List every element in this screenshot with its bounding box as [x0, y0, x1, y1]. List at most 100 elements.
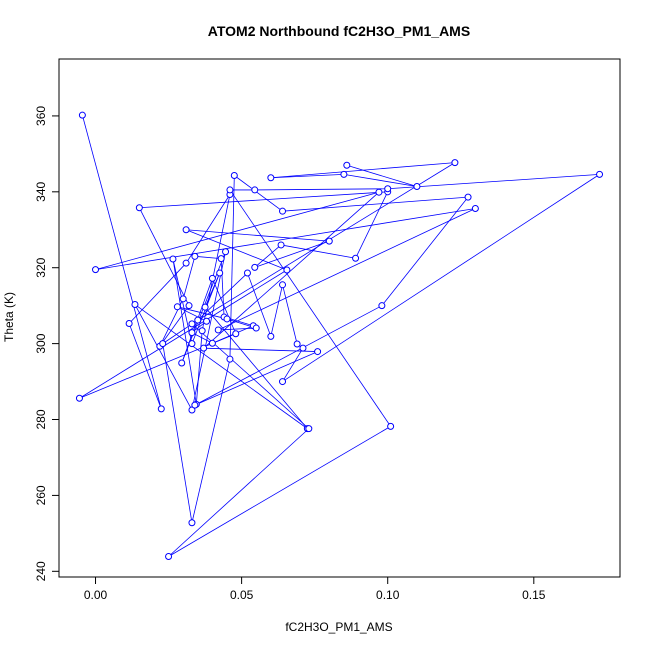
series-segment	[177, 306, 207, 322]
series-segment	[247, 272, 272, 337]
series-segment	[185, 194, 231, 264]
series-segment	[194, 351, 318, 406]
series-segment	[134, 304, 193, 411]
data-point	[226, 186, 234, 194]
data-point	[173, 303, 181, 311]
series-segment	[139, 191, 388, 209]
data-point	[188, 406, 196, 414]
series-segment	[95, 208, 476, 271]
series-segment	[343, 173, 417, 187]
series-segment	[134, 304, 308, 429]
data-point	[198, 327, 206, 335]
data-point	[179, 295, 187, 303]
series-segment	[191, 251, 226, 411]
data-point	[267, 174, 275, 182]
series-segment	[229, 175, 235, 360]
data-point	[314, 348, 322, 356]
data-point	[194, 316, 202, 324]
data-point	[208, 274, 216, 282]
x-axis-label: fC2H3O_PM1_AMS	[285, 620, 392, 634]
series-segment	[204, 306, 308, 429]
series-segment	[197, 272, 248, 321]
plot-frame	[58, 58, 621, 578]
x-axis: 0.00 0.05 0.10 0.15	[84, 576, 546, 602]
data-point	[413, 183, 421, 191]
series-segment	[270, 173, 344, 179]
series-segment	[254, 240, 330, 268]
data-point	[75, 394, 83, 402]
data-point	[352, 254, 360, 262]
data-point	[279, 378, 287, 386]
data-point	[378, 302, 386, 310]
y-axis: 240 260 280 300 320 340 360	[34, 106, 60, 581]
series-segment	[191, 359, 231, 523]
data-point	[131, 301, 139, 309]
data-point	[283, 266, 291, 274]
series-segment	[203, 191, 380, 349]
data-point	[216, 269, 224, 277]
series-segment	[282, 347, 304, 382]
data-point	[203, 317, 211, 325]
series-segment	[168, 428, 310, 557]
series-segment	[282, 284, 298, 345]
data-point	[305, 425, 313, 433]
data-point	[188, 519, 196, 527]
series-segment	[234, 175, 283, 212]
series-segment	[282, 196, 469, 212]
data-point	[384, 185, 392, 193]
data-point	[208, 339, 216, 347]
data-point	[188, 340, 196, 348]
series-1	[75, 111, 604, 561]
data-point	[178, 359, 186, 367]
series-segment	[282, 174, 600, 382]
series-segment	[254, 244, 282, 268]
data-point	[279, 207, 287, 215]
series-segment	[186, 229, 330, 242]
data-point	[157, 405, 165, 413]
data-point	[182, 226, 190, 234]
series-segment	[194, 255, 222, 260]
series-segment	[387, 173, 600, 190]
data-point	[299, 344, 307, 352]
data-point	[165, 553, 173, 561]
series-segment	[194, 305, 383, 406]
data-point	[325, 237, 333, 245]
y-tick-label: 300	[34, 333, 48, 353]
series-segment	[185, 229, 288, 271]
series-segment	[138, 207, 190, 306]
data-point	[375, 188, 383, 196]
series-segment	[128, 262, 187, 324]
data-point	[188, 320, 196, 328]
y-tick-label: 360	[34, 106, 48, 126]
series-segment	[280, 244, 356, 259]
data-point	[191, 252, 199, 260]
data-point	[232, 330, 240, 338]
data-point	[191, 401, 199, 409]
data-point	[226, 355, 234, 363]
series-segment	[346, 164, 418, 187]
y-tick-label: 240	[34, 561, 48, 581]
series-segment	[162, 343, 193, 523]
data-point	[343, 161, 351, 169]
series-segment	[195, 330, 203, 405]
series-segment	[95, 191, 380, 271]
data-point	[230, 172, 238, 180]
data-point	[125, 320, 133, 328]
series-segment	[220, 258, 225, 318]
y-axis-label: Theta (K)	[2, 292, 16, 342]
series-segment	[270, 284, 283, 337]
series-segment	[168, 425, 391, 557]
series-segment	[229, 189, 391, 427]
chart-title: ATOM2 Northbound fC2H3O_PM1_AMS	[208, 23, 470, 39]
series-segment	[177, 306, 228, 320]
data-point	[279, 281, 287, 289]
y-tick-label: 340	[34, 181, 48, 201]
data-point	[464, 193, 472, 201]
data-point	[252, 324, 260, 332]
y-tick-label: 260	[34, 485, 48, 505]
data-point	[135, 204, 143, 212]
x-tick-label: 0.05	[230, 588, 254, 602]
data-point	[596, 170, 604, 178]
data-point	[188, 329, 196, 337]
series-layer	[75, 111, 604, 561]
